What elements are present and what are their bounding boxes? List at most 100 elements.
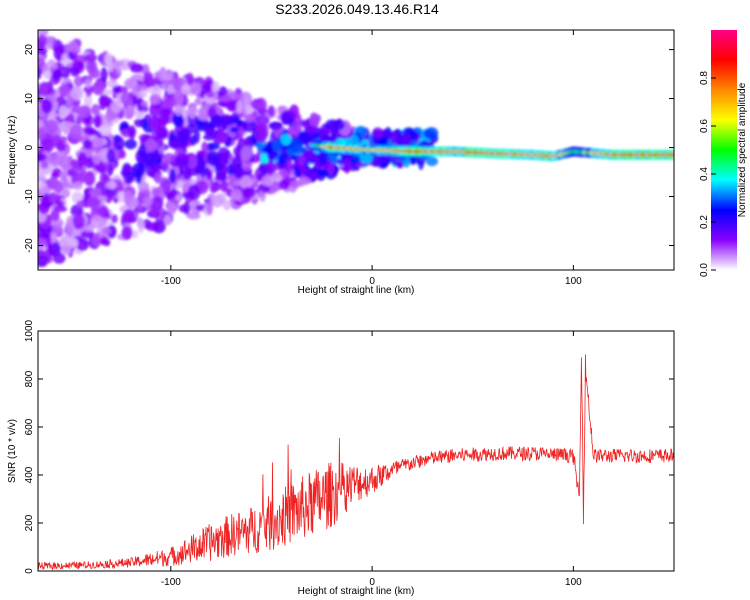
spectrogram-cell: [58, 239, 69, 246]
spectrogram-cell: [267, 105, 275, 117]
spectrogram-cell: [52, 167, 62, 179]
spectrogram-cell: [38, 126, 46, 141]
spectrogram-cell: [231, 156, 243, 172]
spectrogram-cell: [71, 86, 84, 101]
spectrogram-cell: [138, 144, 147, 158]
spectrogram-cell: [107, 64, 114, 72]
spectrogram-cell: [188, 104, 197, 119]
snr-ylabel: SNR (10 * v/v): [7, 419, 18, 483]
spectrogram-cell: [209, 183, 218, 194]
spectrogram-cell: [99, 171, 108, 185]
spectrogram-cell: [343, 158, 351, 174]
spectrogram-cell: [88, 66, 100, 79]
spectrogram-cell: [221, 116, 235, 127]
spectrogram-cell: [230, 188, 243, 201]
spectrogram-cell: [99, 236, 109, 246]
spectrogram-cell: [281, 112, 291, 126]
spectrogram-cell: [289, 180, 301, 189]
spectrogram-cell: [83, 53, 98, 62]
spectrogram-cell: [209, 142, 221, 150]
spectrogram-ylabel: Frequency (Hz): [7, 116, 18, 185]
spectrogram-cell: [181, 83, 191, 95]
spectrogram-cell: [291, 144, 305, 154]
spectrogram-cell: [390, 131, 400, 145]
spectrogram-cell: [42, 138, 55, 152]
spectrogram-cell: [113, 60, 124, 67]
spectrogram-cell: [89, 188, 102, 198]
spectrogram-cell: [297, 177, 311, 186]
spectrogram-cell: [236, 100, 243, 114]
spectrogram-cell: [175, 194, 184, 201]
spectrogram-cell: [241, 186, 256, 199]
colorbar: 0.0 0.2 0.4 0.6 0.8 Normalized spectral ampl…: [699, 30, 748, 277]
snr-xtick-label: -100: [161, 577, 181, 588]
spectrogram-cell: [129, 63, 144, 73]
spectrogram-cell: [90, 215, 105, 229]
spectrogram-cell: [309, 112, 318, 128]
spectrogram-cell: [239, 175, 253, 190]
spectrogram-cell: [130, 229, 139, 239]
spectrogram-cell: [141, 100, 149, 107]
spectrogram-cell: [222, 199, 232, 211]
colorbar-gradient: [711, 30, 737, 270]
spectrogram-cell: [244, 104, 253, 114]
spectrogram-cell: [101, 227, 112, 235]
chart-title: S233.2026.049.13.46.R14: [275, 1, 439, 17]
spectrogram-cell: [280, 133, 292, 146]
spectrogram-ytick-label: -10: [24, 189, 35, 204]
snr-ytick-label: 600: [24, 418, 35, 435]
spectrogram-cell: [119, 150, 127, 159]
spectrogram-cell: [278, 179, 290, 190]
spectrogram-cell: [190, 135, 197, 146]
spectrogram-cell: [161, 101, 172, 109]
spectrogram-cell: [210, 194, 224, 208]
spectrogram-cell: [48, 110, 58, 121]
spectrogram-cell: [425, 156, 439, 167]
spectrogram-cell: [106, 148, 115, 163]
snr-xtick-label: 100: [565, 577, 582, 588]
spectrogram-cell: [168, 138, 182, 149]
spectrogram-cell: [92, 81, 105, 96]
spectrogram-cell: [162, 179, 172, 195]
spectrogram-cell: [50, 69, 63, 80]
spectrogram-cell: [83, 126, 95, 135]
snr-ytick-label: 1000: [24, 319, 35, 342]
spectrogram-cell: [86, 196, 101, 209]
spectrogram-xtick-label: -100: [161, 276, 181, 287]
spectrogram-cell: [150, 202, 159, 217]
spectrogram-cell: [77, 151, 87, 167]
spectrogram-cell: [278, 153, 286, 167]
spectrogram-cell: [124, 138, 137, 150]
spectrogram-cell: [218, 95, 233, 103]
spectrogram-cell: [131, 163, 145, 178]
colorbar-tick-label: 0.0: [699, 263, 710, 277]
spectrogram-cell: [99, 101, 106, 111]
spectrogram-cell: [117, 190, 126, 204]
spectrogram-cell: [206, 91, 215, 99]
spectrogram-cell: [349, 156, 359, 165]
spectrogram-cell: [49, 192, 57, 203]
spectrogram-cell: [72, 181, 83, 190]
spectrogram-cell: [48, 242, 62, 257]
spectrogram-cell: [151, 187, 160, 198]
spectrogram-cell: [113, 136, 125, 151]
snr-xtick-label: 0: [369, 577, 375, 588]
spectrogram-cell: [98, 124, 112, 136]
spectrogram-cell: [175, 153, 188, 168]
spectrogram-cell: [71, 61, 85, 70]
spectrogram-cell: [189, 82, 202, 95]
spectrogram-cell: [159, 108, 172, 117]
spectrogram-cell: [38, 255, 49, 268]
spectrogram-ytick-label: 20: [24, 44, 35, 56]
spectrogram-cell: [67, 51, 75, 61]
spectrogram-cell: [122, 209, 135, 225]
spectrogram-cell: [44, 119, 58, 134]
spectrogram-cell: [172, 111, 184, 127]
spectrogram-xlabel: Height of straight line (km): [298, 285, 415, 296]
spectrogram-cell: [169, 168, 177, 184]
spectrogram-cell: [162, 153, 176, 162]
spectrogram-cell: [41, 161, 49, 170]
spectrogram-cell: [424, 127, 439, 140]
